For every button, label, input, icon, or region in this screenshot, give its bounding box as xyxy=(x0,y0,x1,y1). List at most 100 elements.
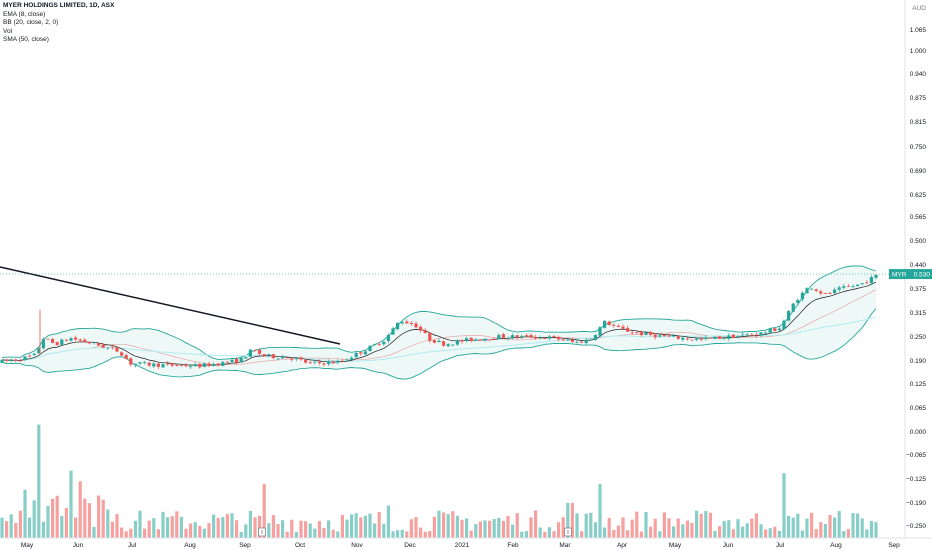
candle xyxy=(465,336,469,343)
candle xyxy=(345,357,349,362)
volume-bar xyxy=(5,521,9,538)
price-axis[interactable]: 1.000 0.940 0.875 0.815 0.750 0.690 0.625 0.565… xyxy=(0,0,932,538)
volume-bar xyxy=(552,531,556,538)
indicator-vol[interactable]: Vol xyxy=(3,27,13,35)
volume-bar xyxy=(773,526,777,538)
volume-bar xyxy=(156,529,160,538)
trendline-segment[interactable] xyxy=(0,266,341,345)
time-axis[interactable]: May Jun Jul Aug Sep Oct Nov Dec 2021 Feb Mar Apr May… xyxy=(0,527,932,549)
indicator-sma[interactable]: SMA (50, close) xyxy=(3,36,49,44)
volume-bar xyxy=(377,512,381,538)
candle xyxy=(483,338,487,342)
volume-bar xyxy=(221,517,225,538)
candle xyxy=(235,357,239,365)
indicator-bb[interactable]: BB (20, close, 2, 0) xyxy=(3,19,59,27)
bb-lower xyxy=(1,308,877,380)
candle xyxy=(520,334,524,339)
volume-bar xyxy=(322,527,326,538)
candle xyxy=(814,288,818,293)
event-marker-icon[interactable] xyxy=(564,527,572,537)
candle xyxy=(865,280,869,285)
volume-bar xyxy=(74,517,78,538)
candle xyxy=(359,351,363,356)
candle xyxy=(524,333,528,338)
candle xyxy=(156,363,160,370)
volume-bar xyxy=(653,518,657,538)
x-tick-label: 2021 xyxy=(455,542,470,549)
volume-bar xyxy=(787,515,791,538)
candle xyxy=(653,332,657,340)
volume-bar xyxy=(796,513,800,538)
volume-bar xyxy=(340,515,344,538)
candle xyxy=(451,344,455,347)
candle xyxy=(626,325,630,332)
y-tick-label: 0.440 xyxy=(910,262,927,269)
volume-bar xyxy=(681,524,685,538)
volume-bar xyxy=(216,517,220,538)
legend: MYER HOLDINGS LIMITED, 1D, ASX EMA (8, c… xyxy=(3,2,114,45)
volume-bar xyxy=(828,514,832,538)
candle xyxy=(253,349,257,352)
trendline[interactable] xyxy=(0,266,341,345)
y-tick-label: 0.315 xyxy=(910,310,927,317)
y-tick-label: 0.500 xyxy=(910,238,927,245)
volume-bar xyxy=(133,520,137,538)
volume-bar xyxy=(639,531,643,538)
candle xyxy=(736,335,740,339)
candle xyxy=(607,320,611,326)
candle xyxy=(819,289,823,296)
candle xyxy=(69,336,73,342)
candle xyxy=(267,353,271,358)
candle xyxy=(5,358,9,363)
volume-bar xyxy=(9,514,13,538)
candle xyxy=(492,337,496,340)
volume-bar xyxy=(846,529,850,538)
x-tick-label: Mar xyxy=(559,542,571,549)
candle xyxy=(506,336,510,341)
volume-bar xyxy=(400,529,404,538)
volume-bar xyxy=(359,517,363,538)
candle xyxy=(432,339,436,344)
candle xyxy=(386,333,390,343)
candle xyxy=(515,334,519,340)
candle xyxy=(699,336,703,342)
event-marker-icon[interactable] xyxy=(258,527,266,537)
volume-bar xyxy=(869,520,873,538)
volume-bar xyxy=(235,520,239,538)
candle xyxy=(580,341,584,343)
candle xyxy=(78,338,82,343)
candle xyxy=(874,274,878,280)
y-tick-label: 0.875 xyxy=(910,95,927,102)
volume-bar xyxy=(313,528,317,538)
volume-bar xyxy=(607,517,611,538)
volume-bar xyxy=(110,521,114,538)
candle xyxy=(101,343,105,349)
candle xyxy=(428,332,432,344)
volume-bar xyxy=(515,513,519,538)
volume-bar xyxy=(281,520,285,538)
y-tick-label: 1.065 xyxy=(910,27,927,34)
candle xyxy=(745,332,749,336)
x-tick-label: Sep xyxy=(888,542,900,549)
volume-bar xyxy=(704,510,708,538)
volume-bar xyxy=(368,513,372,538)
candle xyxy=(152,361,156,369)
candle xyxy=(373,343,377,346)
candle xyxy=(124,353,128,360)
indicator-ema[interactable]: EMA (8, close) xyxy=(3,10,46,18)
candle xyxy=(170,362,174,368)
candle xyxy=(225,361,229,365)
volume-bar xyxy=(819,522,823,538)
volume-bar xyxy=(179,516,183,538)
volume-bar xyxy=(800,530,804,538)
volume-bar xyxy=(644,512,648,538)
candle xyxy=(405,319,409,324)
candle xyxy=(97,342,101,346)
candle xyxy=(409,321,413,326)
symbol-label: MYR xyxy=(892,272,907,279)
candle xyxy=(501,332,505,339)
candle xyxy=(230,357,234,364)
volume-bar xyxy=(782,473,786,538)
volume-bar xyxy=(534,510,538,538)
